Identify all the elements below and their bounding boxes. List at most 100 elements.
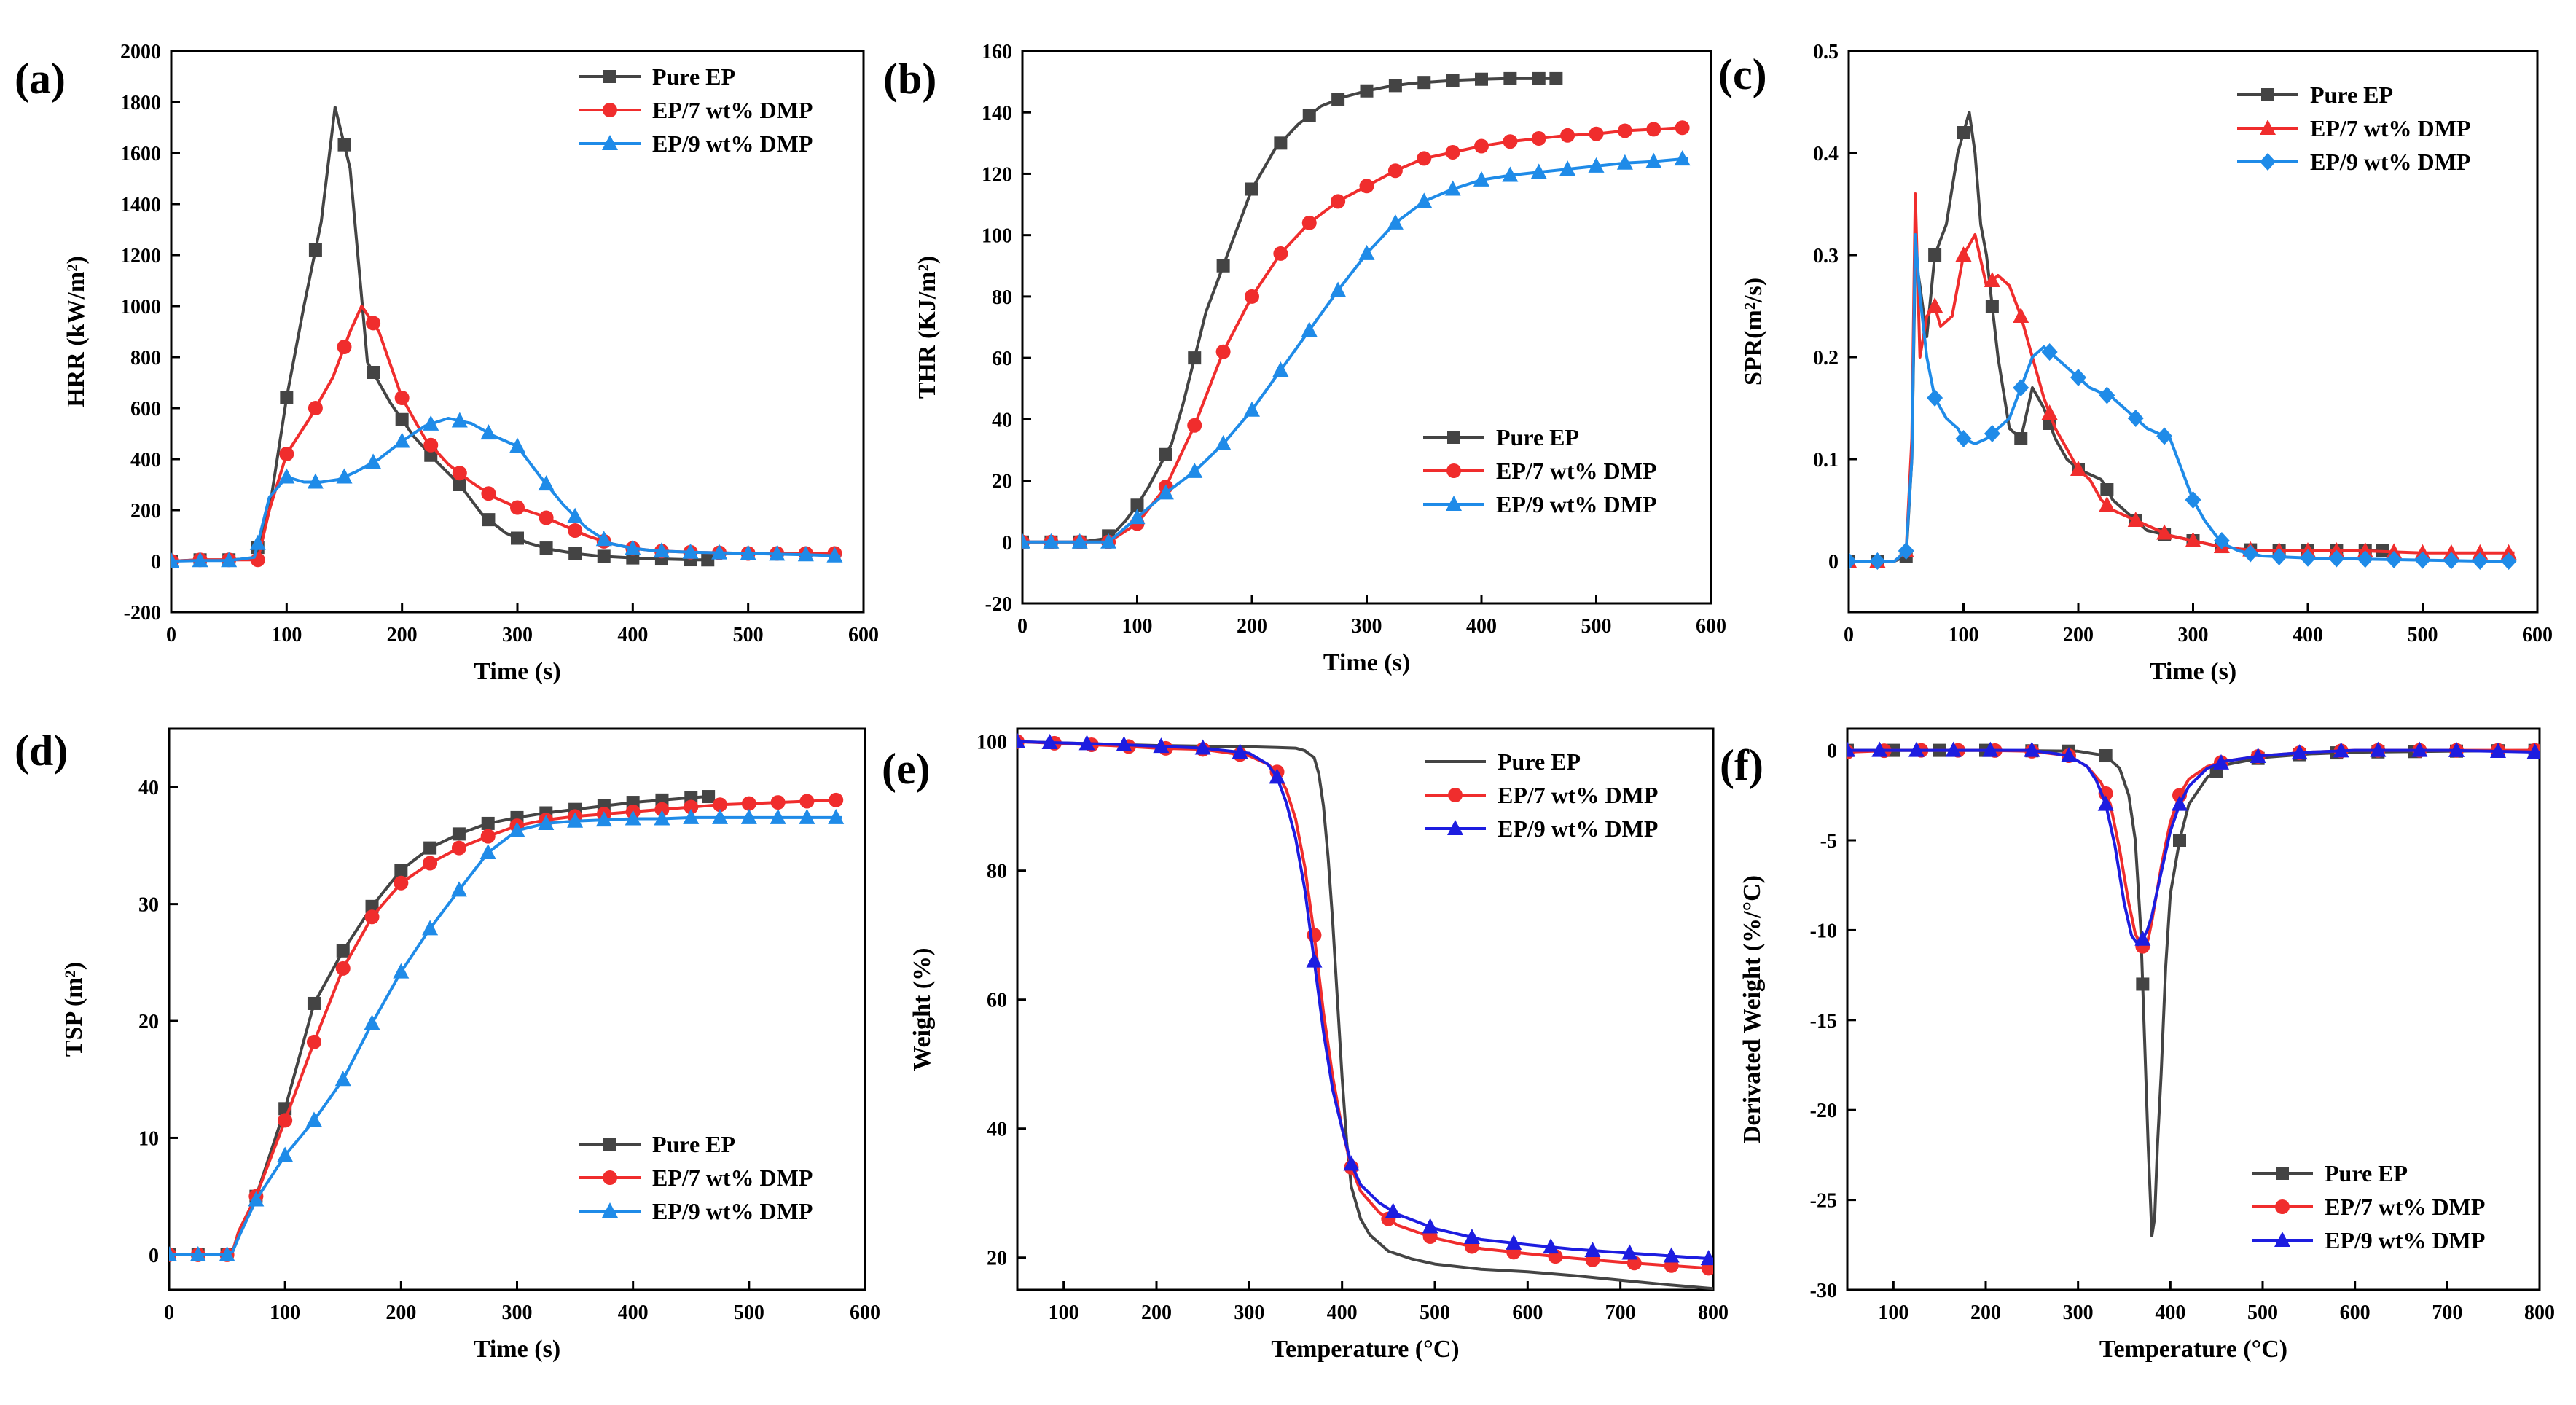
data-point	[480, 829, 496, 844]
data-point	[189, 1245, 206, 1261]
x-tick-label: 700	[2432, 1302, 2462, 1324]
y-tick-label: 140	[982, 102, 1012, 125]
data-point	[2526, 743, 2540, 759]
data-point	[1417, 151, 1432, 166]
data-point	[1273, 246, 1288, 261]
legend-swatch-marker	[2260, 153, 2276, 171]
data-point	[2070, 369, 2086, 386]
y-tick-label: 600	[130, 398, 161, 420]
data-point	[1446, 74, 1460, 87]
y-tick-label: 60	[987, 990, 1007, 1012]
data-point	[424, 448, 438, 462]
data-point	[364, 1014, 380, 1030]
data-point	[305, 1111, 322, 1127]
plot-frame	[1016, 727, 1715, 1291]
data-point	[1985, 300, 1999, 313]
data-point	[2414, 551, 2431, 569]
panel-label: (a)	[15, 55, 66, 103]
data-point	[1301, 321, 1318, 337]
data-point	[1955, 430, 1972, 447]
legend: Pure EP EP/7 wt% DMP EP/9 wt% DMP	[2237, 82, 2470, 175]
legend-swatch-marker	[2275, 1199, 2290, 1214]
series-c-1	[1849, 192, 2517, 568]
series-line	[1847, 748, 2540, 947]
data-point	[1385, 1202, 1401, 1218]
legend-swatch-marker	[1447, 820, 1463, 835]
data-point	[365, 453, 382, 469]
legend-label: EP/9 wt% DMP	[652, 130, 813, 157]
data-point	[337, 340, 352, 354]
data-point	[1617, 123, 1632, 138]
series-line	[171, 417, 841, 563]
data-point	[654, 802, 670, 817]
data-point	[337, 138, 351, 152]
data-point	[595, 531, 612, 547]
data-point	[2500, 552, 2517, 570]
data-point	[684, 799, 699, 815]
data-point	[1331, 194, 1346, 209]
x-tick-label: 0	[166, 624, 176, 646]
y-tick-label: 0	[1827, 740, 1837, 763]
y-tick-label: -30	[1810, 1280, 1837, 1302]
x-tick-label: 200	[1970, 1302, 2001, 1324]
y-tick-label: 100	[976, 732, 1007, 754]
data-point	[248, 1191, 265, 1207]
data-point	[568, 547, 582, 560]
data-point	[1269, 768, 1285, 784]
y-tick-label: 80	[987, 861, 1007, 883]
chart-panel-b: 0 100 200 300 400 500 600-20020406080100120140…	[883, 41, 1726, 676]
data-point	[1215, 344, 1231, 359]
y-tick-label: 160	[982, 41, 1012, 63]
data-point	[1663, 1247, 1680, 1263]
legend-swatch-marker	[2274, 1232, 2290, 1247]
data-point	[712, 808, 729, 824]
data-point	[481, 486, 496, 501]
x-tick-label: 400	[617, 624, 648, 646]
x-tick-label: 300	[502, 1302, 533, 1324]
data-point	[1559, 160, 1576, 176]
y-tick-label: -25	[1810, 1190, 1837, 1213]
x-tick-label: 500	[1581, 615, 1612, 638]
data-point	[741, 796, 756, 811]
data-point	[538, 475, 555, 491]
data-point	[597, 549, 611, 563]
legend-label: EP/9 wt% DMP	[1496, 491, 1656, 517]
y-tick-label: 10	[138, 1127, 159, 1150]
data-point	[2300, 549, 2316, 567]
data-point	[395, 412, 409, 426]
data-point	[2070, 461, 2086, 476]
y-tick-label: 1800	[120, 92, 161, 114]
data-point	[2099, 749, 2113, 763]
y-tick-label: 40	[987, 1119, 1007, 1141]
legend-label: EP/7 wt% DMP	[2325, 1194, 2485, 1220]
legend-label: EP/7 wt% DMP	[652, 97, 813, 123]
data-point	[567, 507, 584, 523]
data-point	[192, 552, 208, 568]
data-point	[653, 542, 670, 558]
data-point	[1982, 741, 1999, 757]
series-line	[171, 106, 708, 563]
x-axis-label: Temperature (°C)	[2099, 1336, 2287, 1363]
legend-swatch-marker	[602, 135, 618, 150]
data-point	[1116, 736, 1132, 752]
x-tick-label: 500	[2247, 1302, 2278, 1324]
series-f-0	[1847, 743, 2540, 1237]
legend-label: EP/7 wt% DMP	[1498, 782, 1658, 808]
legend: Pure EP EP/7 wt% DMP EP/9 wt% DMP	[579, 1131, 813, 1224]
data-point	[2242, 544, 2259, 563]
x-tick-label: 600	[2340, 1302, 2371, 1324]
data-point	[1589, 126, 1604, 141]
data-point	[250, 552, 265, 568]
data-point	[1022, 533, 1030, 549]
data-point	[1043, 533, 1060, 549]
y-tick-label: 0.4	[1813, 143, 1839, 165]
legend-swatch-marker	[2260, 120, 2276, 135]
data-point	[826, 547, 843, 563]
data-point	[2443, 552, 2459, 570]
data-point	[799, 808, 815, 824]
legend-label: EP/9 wt% DMP	[652, 1198, 813, 1224]
legend: Pure EP EP/7 wt% DMP EP/9 wt% DMP	[1425, 748, 1658, 842]
series-line	[169, 815, 842, 1256]
legend-label: EP/9 wt% DMP	[1498, 815, 1658, 842]
data-point	[2357, 550, 2373, 568]
